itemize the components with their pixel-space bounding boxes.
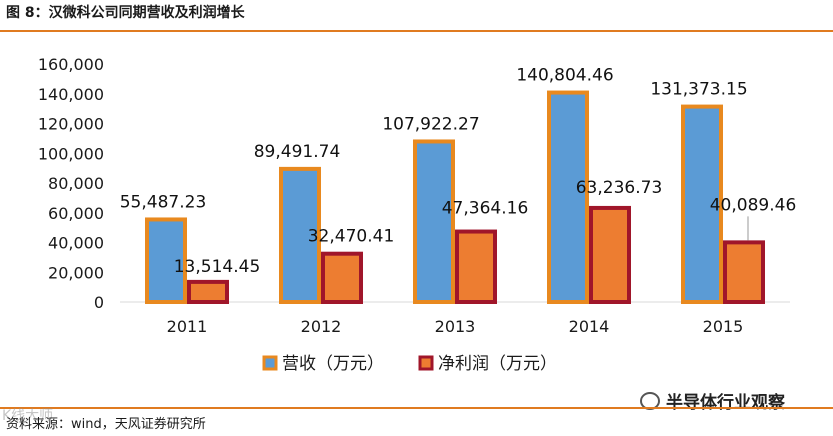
revenue-data-label: 89,491.74 — [254, 142, 341, 162]
y-tick-label: 80,000 — [48, 174, 104, 193]
x-tick-label: 2015 — [703, 317, 744, 336]
watermark-right-text: 半导体行业观察 — [666, 393, 785, 413]
y-tick-label: 0 — [94, 293, 104, 312]
profit-bar — [455, 229, 497, 304]
x-tick-label: 2011 — [167, 317, 208, 336]
revenue-bar — [145, 217, 187, 304]
legend-profit-label: 净利润（万元） — [438, 354, 557, 374]
x-tick-label: 2012 — [301, 317, 342, 336]
watermark-wechat: 半导体行业观察 — [640, 388, 785, 413]
watermark-left: K线大师 — [2, 408, 54, 424]
bar-chart: 0 20,000 40,000 60,000 80,000 100,000 120,000 1… — [38, 55, 797, 374]
legend-revenue-swatch — [262, 355, 278, 371]
x-tick-label: 2013 — [435, 317, 476, 336]
legend-revenue-label: 营收（万元） — [282, 354, 384, 374]
profit-bar — [589, 205, 631, 304]
revenue-bar — [547, 90, 589, 305]
profit-bar — [187, 279, 229, 305]
revenue-data-label: 140,804.46 — [516, 66, 613, 86]
y-tick-label: 60,000 — [48, 204, 104, 223]
profit-data-label: 63,236.73 — [576, 178, 663, 198]
top-rule — [0, 30, 833, 32]
profit-data-label: 13,514.45 — [174, 257, 261, 277]
figure-title: 图 8：汉微科公司同期营收及利润增长 — [6, 5, 245, 21]
x-tick-label: 2014 — [569, 317, 610, 336]
profit-data-label: 47,364.16 — [442, 199, 529, 219]
revenue-bar — [413, 139, 455, 304]
revenue-data-label: 107,922.27 — [382, 114, 479, 134]
profit-data-label: 40,089.46 — [710, 195, 797, 215]
profit-bar — [723, 240, 765, 304]
revenue-bar — [279, 166, 321, 304]
y-tick-label: 160,000 — [38, 55, 104, 74]
revenue-data-label: 131,373.15 — [650, 80, 747, 100]
y-tick-label: 100,000 — [38, 144, 104, 163]
y-tick-label: 40,000 — [48, 234, 104, 253]
y-tick-label: 140,000 — [38, 85, 104, 104]
revenue-bar — [681, 104, 723, 304]
y-tick-label: 20,000 — [48, 263, 104, 282]
revenue-data-label: 55,487.23 — [120, 192, 207, 212]
source-note: 资料来源：wind，天风证券研究所 — [6, 417, 206, 432]
legend-profit-swatch — [418, 355, 434, 371]
y-tick-label: 120,000 — [38, 115, 104, 134]
profit-bar — [321, 251, 363, 305]
bottom-rule — [0, 407, 833, 409]
profit-data-label: 32,470.41 — [308, 227, 395, 247]
